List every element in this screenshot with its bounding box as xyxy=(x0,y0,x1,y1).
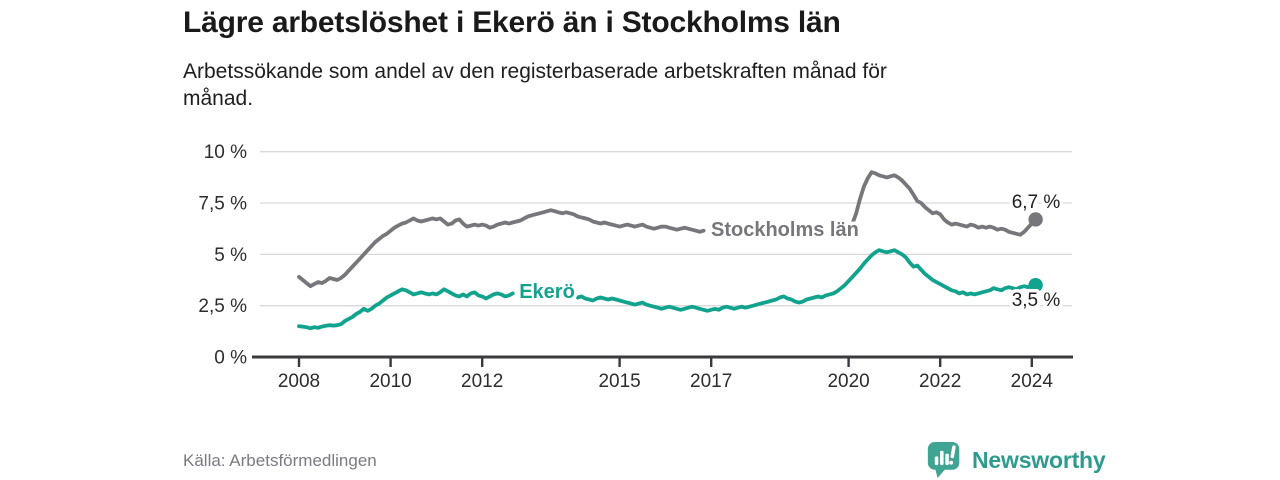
x-tick-label: 2010 xyxy=(369,371,411,392)
y-tick-label: 10 % xyxy=(204,142,247,163)
series-end-value-label-Ekerö: 3,5 % xyxy=(1012,290,1061,311)
x-tick-label: 2008 xyxy=(278,371,320,392)
series-line-Stockholms län xyxy=(850,170,1038,237)
series-end-dot-Ekerö xyxy=(1028,277,1043,293)
x-tick-label: 2017 xyxy=(690,371,732,392)
x-tick-label: 2015 xyxy=(598,371,640,392)
x-tick-label: 2012 xyxy=(461,371,503,392)
x-tick-label: 2024 xyxy=(1011,371,1054,392)
series-inline-label-Stockholms län: Stockholms län xyxy=(711,219,859,241)
series-line-Stockholms län xyxy=(297,208,706,289)
series-end-value-label-Stockholms län: 6,7 % xyxy=(1012,192,1061,213)
newsworthy-bubble-chart-icon xyxy=(927,442,960,479)
x-tick-label: 2020 xyxy=(827,371,869,392)
y-tick-label: 2,5 % xyxy=(198,296,247,317)
y-tick-label: 0 % xyxy=(214,348,247,369)
chart-subtitle: Arbetssökande som andel av den registerb… xyxy=(183,58,887,112)
subtitle-line-2: månad. xyxy=(183,87,254,110)
series-line-Ekerö xyxy=(297,287,515,331)
series-inline-label-Ekerö: Ekerö xyxy=(519,281,575,303)
series-end-dot-Stockholms län xyxy=(1028,212,1043,227)
newsworthy-logo[interactable]: Newsworthy xyxy=(926,441,1106,480)
x-tick-label: 2022 xyxy=(919,371,961,392)
subtitle-line-1: Arbetssökande som andel av den registerb… xyxy=(183,60,887,83)
chart-title: Lägre arbetslöshet i Ekerö än i Stockhol… xyxy=(183,6,841,39)
y-tick-label: 7,5 % xyxy=(198,194,247,215)
newsworthy-wordmark: Newsworthy xyxy=(972,447,1106,473)
y-tick-label: 5 % xyxy=(214,245,247,266)
series-line-Ekerö xyxy=(575,248,1038,313)
source-note: Källa: Arbetsförmedlingen xyxy=(183,451,377,470)
